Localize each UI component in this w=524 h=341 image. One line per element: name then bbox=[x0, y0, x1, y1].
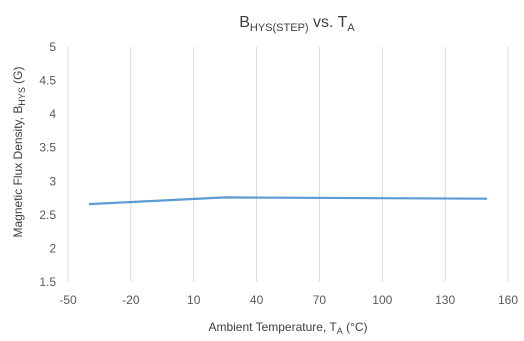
y-tick-label: 4.5 bbox=[39, 74, 56, 88]
x-tick-label: 160 bbox=[498, 293, 518, 307]
chart-title: BHYS(STEP) vs. TA bbox=[239, 14, 355, 34]
y-tick-label: 3 bbox=[49, 174, 56, 188]
x-tick-label: 70 bbox=[313, 293, 327, 307]
y-tick-label: 4 bbox=[49, 107, 56, 121]
title-subscript-2: A bbox=[347, 22, 355, 34]
y-axis-label-tail: (G) bbox=[11, 66, 25, 87]
x-axis-label-tail: (°C) bbox=[343, 320, 368, 334]
x-tick-label: 40 bbox=[250, 293, 264, 307]
y-tick-label: 1.5 bbox=[39, 275, 56, 289]
x-tick-label: 10 bbox=[187, 293, 201, 307]
y-axis-label: Magnetic Flux Density, BHYS (G) bbox=[11, 66, 27, 237]
y-tick-label: 5 bbox=[49, 40, 56, 54]
y-tick-label: 2.5 bbox=[39, 208, 56, 222]
title-subscript: HYS(STEP) bbox=[250, 22, 309, 34]
x-axis-label-main: Ambient Temperature, T bbox=[208, 320, 337, 334]
x-tick-label: 100 bbox=[372, 293, 392, 307]
series-layer bbox=[88, 196, 488, 206]
x-tick-label: 130 bbox=[435, 293, 455, 307]
x-tick-label: -20 bbox=[122, 293, 140, 307]
y-tick-label: 2 bbox=[49, 241, 56, 255]
y-tick-label: 3.5 bbox=[39, 141, 56, 155]
x-axis-label-subscript: A bbox=[337, 326, 343, 336]
title-main: B bbox=[239, 14, 250, 31]
y-axis-label-main: Magnetic Flux Density, B bbox=[11, 106, 25, 238]
y-tick-labels: 1.5 2 2.5 3 3.5 4 4.5 5 bbox=[39, 40, 56, 289]
x-tick-labels: -50 -20 10 40 70 100 130 160 bbox=[59, 293, 518, 307]
grid-lines bbox=[67, 47, 509, 282]
x-tick-label: -50 bbox=[59, 293, 77, 307]
title-mid: vs. T bbox=[309, 14, 348, 31]
y-axis-label-subscript: HYS bbox=[17, 87, 27, 106]
x-axis-label: Ambient Temperature, TA (°C) bbox=[208, 320, 367, 336]
series-line bbox=[88, 196, 488, 206]
